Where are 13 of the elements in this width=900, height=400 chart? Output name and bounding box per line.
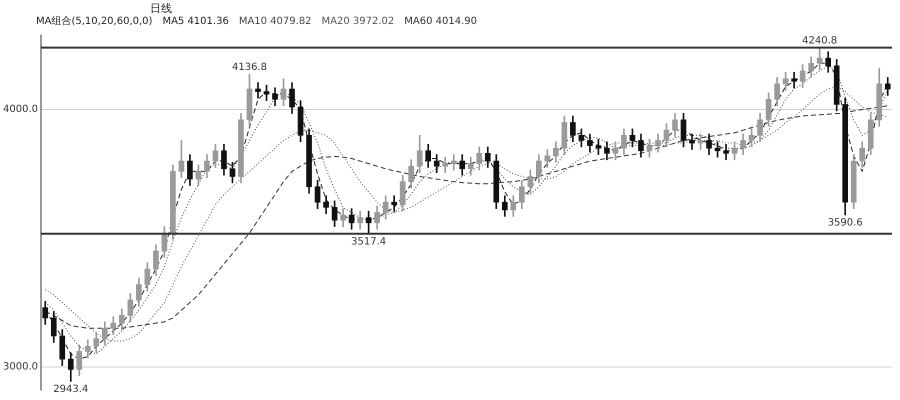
annotation: 3517.4 [351, 236, 386, 248]
y-tick-label: 4000.0 [2, 104, 38, 116]
chart-subtitle: MA组合(5,10,20,60,0,0) [36, 16, 152, 27]
text: MA10 4079.82 [238, 16, 312, 27]
text: MA60 4014.90 [404, 16, 478, 27]
annotation: 2943.4 [53, 384, 88, 395]
annotation: 4240.8 [802, 35, 838, 46]
y-tick-label: 3000.0 [2, 361, 38, 372]
annotation: 4136.8 [232, 62, 267, 74]
annotation: 3590.6 [828, 218, 863, 229]
text: MA5 4101.36 [162, 16, 229, 27]
chart-title: 日线 [150, 1, 172, 16]
text: MA20 3972.02 [322, 16, 394, 27]
